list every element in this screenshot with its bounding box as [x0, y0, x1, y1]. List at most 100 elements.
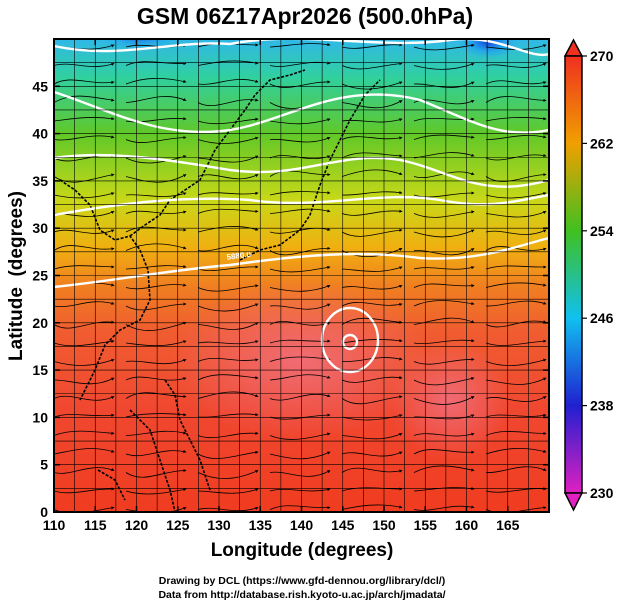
streamline — [341, 209, 403, 216]
streamline — [197, 208, 259, 214]
streamline — [485, 339, 547, 346]
streamline — [54, 377, 115, 385]
streamline — [413, 339, 475, 344]
streamline — [413, 414, 475, 420]
streamline — [54, 265, 115, 270]
streamline — [125, 340, 187, 347]
streamline — [269, 137, 331, 143]
credit-data: Data from http://database.rish.kyoto-u.a… — [158, 589, 445, 601]
streamline — [341, 284, 403, 290]
streamline — [54, 62, 115, 67]
chart-title: GSM 06Z17Apr2026 (500.0hPa) — [137, 3, 473, 29]
streamline — [485, 96, 547, 103]
colorbar-tick-label: 262 — [590, 135, 614, 151]
y-tick-label: 0 — [40, 504, 48, 520]
streamline — [485, 358, 547, 366]
streamline — [269, 227, 331, 234]
x-tick-label: 110 — [43, 517, 66, 533]
streamline — [125, 210, 187, 214]
colorbar: 230 238 246 254 262 270 — [563, 38, 614, 512]
streamline — [54, 173, 115, 183]
streamline — [54, 135, 115, 141]
streamline — [125, 135, 187, 143]
x-tick-label: 150 — [372, 517, 396, 533]
streamline — [341, 169, 403, 177]
contour-label: 5880.0 — [226, 250, 252, 262]
streamline — [125, 413, 187, 418]
streamline — [485, 80, 547, 85]
streamline — [413, 449, 475, 455]
streamline — [269, 393, 331, 401]
streamline — [269, 505, 331, 510]
streamline — [125, 61, 187, 66]
streamline — [197, 303, 259, 312]
colorbar-tick-label: 230 — [590, 485, 614, 501]
streamline — [269, 432, 331, 440]
streamline — [54, 395, 115, 401]
x-tick-label: 140 — [290, 517, 314, 533]
grid-lines — [54, 39, 549, 512]
streamline — [54, 95, 115, 103]
streamline — [54, 79, 115, 85]
streamline — [125, 226, 187, 233]
streamline — [197, 284, 259, 292]
streamline — [485, 377, 547, 385]
streamline — [269, 191, 331, 196]
x-tick-label: 120 — [125, 517, 149, 533]
streamline — [341, 81, 403, 90]
streamline — [413, 171, 475, 178]
warm-core-east — [390, 340, 510, 460]
plot-area: 5880.0 — [54, 39, 549, 512]
x-tick-label: 115 — [84, 517, 107, 533]
streamline — [197, 431, 259, 439]
streamline — [269, 208, 331, 214]
streamline — [269, 118, 331, 125]
streamline — [125, 430, 187, 436]
streamline — [413, 465, 475, 473]
streamline — [125, 174, 187, 183]
streamline — [485, 153, 547, 161]
streamline — [197, 374, 259, 381]
streamline — [341, 357, 403, 363]
y-tick-label: 45 — [32, 78, 48, 94]
coastlines — [59, 69, 381, 512]
streamline — [485, 134, 547, 140]
streamline — [485, 413, 547, 418]
streamline — [269, 339, 331, 344]
streamline — [125, 155, 187, 164]
colorbar-tick-label: 254 — [590, 223, 614, 239]
streamline — [125, 506, 187, 512]
streamline — [413, 283, 475, 288]
streamline — [341, 487, 403, 492]
streamline — [197, 191, 259, 196]
x-tick-label: 145 — [331, 517, 355, 533]
streamline — [485, 396, 547, 402]
streamline — [54, 358, 115, 366]
colorbar-tick-label: 270 — [590, 48, 614, 64]
x-axis: 110 115 120 125 130 135 140 145 150 155 160 165 — [43, 39, 520, 533]
x-tick-label: 125 — [166, 517, 190, 533]
streamline — [485, 62, 547, 68]
streamline — [341, 136, 403, 140]
streamline — [197, 391, 259, 399]
colorbar-tick-label: 246 — [590, 310, 614, 326]
streamline — [485, 487, 547, 493]
streamline — [197, 488, 259, 494]
y-tick-label: 40 — [32, 126, 48, 142]
streamline — [54, 448, 115, 455]
streamline — [413, 43, 475, 51]
streamline — [485, 265, 547, 270]
streamline — [269, 284, 331, 292]
colorbar-max-triangle — [563, 38, 584, 57]
streamline — [54, 487, 115, 494]
colorbar-min-triangle — [563, 492, 584, 512]
streamline — [197, 155, 259, 163]
streamline — [125, 78, 187, 85]
streamline — [413, 229, 475, 238]
x-tick-label: 155 — [414, 517, 438, 533]
streamline — [413, 376, 475, 386]
streamline — [485, 282, 547, 288]
streamline — [269, 265, 331, 273]
streamline — [54, 245, 115, 251]
streamline — [341, 395, 403, 405]
